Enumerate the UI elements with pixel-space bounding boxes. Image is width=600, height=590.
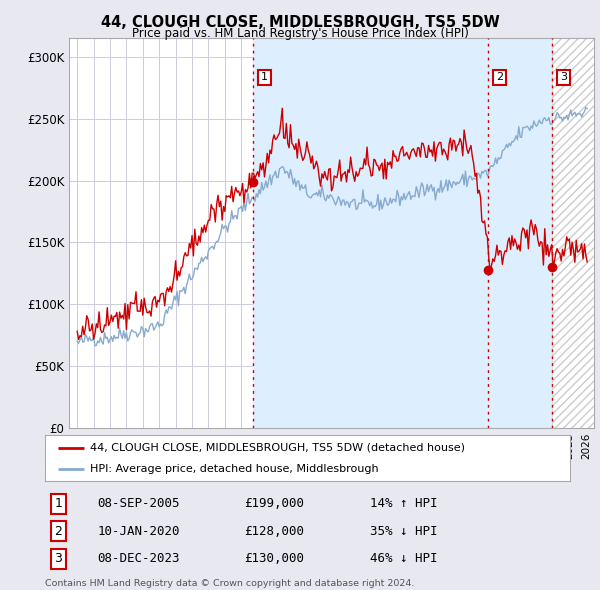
Text: 1: 1 (261, 73, 268, 82)
Text: 44, CLOUGH CLOSE, MIDDLESBROUGH, TS5 5DW (detached house): 44, CLOUGH CLOSE, MIDDLESBROUGH, TS5 5DW… (89, 442, 464, 453)
Text: 1: 1 (54, 497, 62, 510)
Text: 3: 3 (560, 73, 567, 82)
Text: 35% ↓ HPI: 35% ↓ HPI (371, 525, 438, 538)
Text: 2: 2 (496, 73, 503, 82)
Text: 2: 2 (54, 525, 62, 538)
Text: £199,000: £199,000 (245, 497, 305, 510)
Text: Contains HM Land Registry data © Crown copyright and database right 2024.
This d: Contains HM Land Registry data © Crown c… (45, 579, 415, 590)
Text: 46% ↓ HPI: 46% ↓ HPI (371, 552, 438, 565)
Bar (552, 38, 594, 428)
Text: 10-JAN-2020: 10-JAN-2020 (97, 525, 180, 538)
Text: 44, CLOUGH CLOSE, MIDDLESBROUGH, TS5 5DW: 44, CLOUGH CLOSE, MIDDLESBROUGH, TS5 5DW (101, 15, 499, 30)
Text: 08-SEP-2005: 08-SEP-2005 (97, 497, 180, 510)
Text: Price paid vs. HM Land Registry's House Price Index (HPI): Price paid vs. HM Land Registry's House … (131, 27, 469, 40)
Bar (253, 38, 552, 428)
Text: 3: 3 (54, 552, 62, 565)
Text: 08-DEC-2023: 08-DEC-2023 (97, 552, 180, 565)
Text: £128,000: £128,000 (245, 525, 305, 538)
Text: £130,000: £130,000 (245, 552, 305, 565)
Text: HPI: Average price, detached house, Middlesbrough: HPI: Average price, detached house, Midd… (89, 464, 378, 474)
Text: 14% ↑ HPI: 14% ↑ HPI (371, 497, 438, 510)
